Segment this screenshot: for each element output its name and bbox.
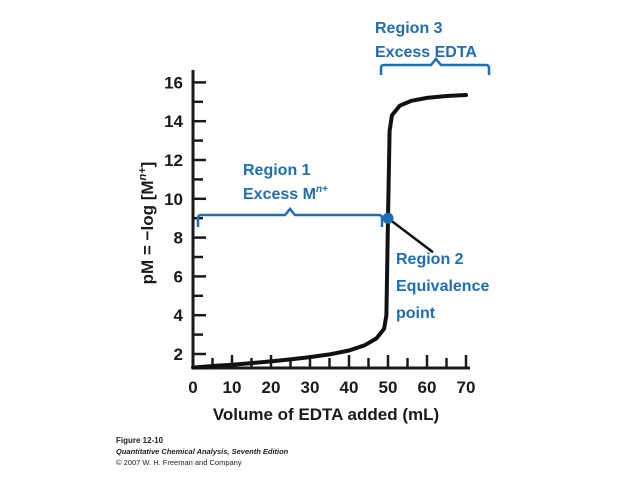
x-axis-title: Volume of EDTA added (mL)	[213, 405, 439, 424]
x-tick-label: 60	[418, 378, 437, 397]
y-tick-labels: 2 4 6 8 10 12 14 16	[164, 73, 183, 364]
y-tick-label: 2	[174, 345, 183, 364]
region3-bracket	[379, 57, 491, 75]
region1-sublabel-main: Excess M	[243, 186, 316, 203]
region2-label: Region 2	[396, 251, 464, 268]
y-tick-label: 6	[174, 267, 183, 286]
x-tick-label: 10	[223, 378, 242, 397]
book-title: Quantitative Chemical Analysis, Seventh …	[116, 447, 289, 456]
y-tick-label: 10	[164, 190, 183, 209]
region1-bracket	[196, 207, 384, 227]
region3-label: Region 3	[375, 20, 443, 37]
x-tick-label: 30	[301, 378, 320, 397]
copyright-line: © 2007 W. H. Freeman and Company	[116, 458, 242, 467]
figure-number: Figure 12-10	[116, 436, 164, 445]
region1-label: Region 1	[243, 162, 311, 179]
y-axis-title-sup: n+	[137, 167, 149, 181]
x-tick-label: 70	[457, 378, 476, 397]
region2-sublabel: Equivalence	[396, 278, 489, 295]
equivalence-leader-line	[387, 217, 434, 254]
x-tick-label: 0	[188, 378, 197, 397]
x-tick-label: 50	[379, 378, 398, 397]
y-axis-title-close: ]	[138, 162, 157, 168]
region2-sublabel-2: point	[396, 305, 436, 322]
region1-sublabel: Excess Mn+	[243, 184, 328, 203]
equivalence-point-marker	[382, 212, 394, 224]
x-tick-label: 20	[262, 378, 281, 397]
region3-sublabel: Excess EDTA	[375, 44, 477, 61]
region1-sublabel-sup: n+	[316, 184, 328, 195]
y-axis-title: pM = −log [Mn+]	[137, 162, 157, 285]
y-tick-label: 4	[174, 306, 184, 325]
y-axis-ticks	[193, 81, 206, 356]
x-tick-label: 40	[340, 378, 359, 397]
y-tick-label: 16	[164, 73, 183, 92]
x-tick-labels: 0 10 20 30 40 50 60 70	[188, 378, 475, 397]
y-tick-label: 14	[164, 112, 183, 131]
y-tick-label: 8	[174, 229, 183, 248]
y-axis-title-main: pM = −log [M	[138, 180, 157, 284]
y-tick-label: 12	[164, 151, 183, 170]
titration-curve	[191, 93, 468, 370]
